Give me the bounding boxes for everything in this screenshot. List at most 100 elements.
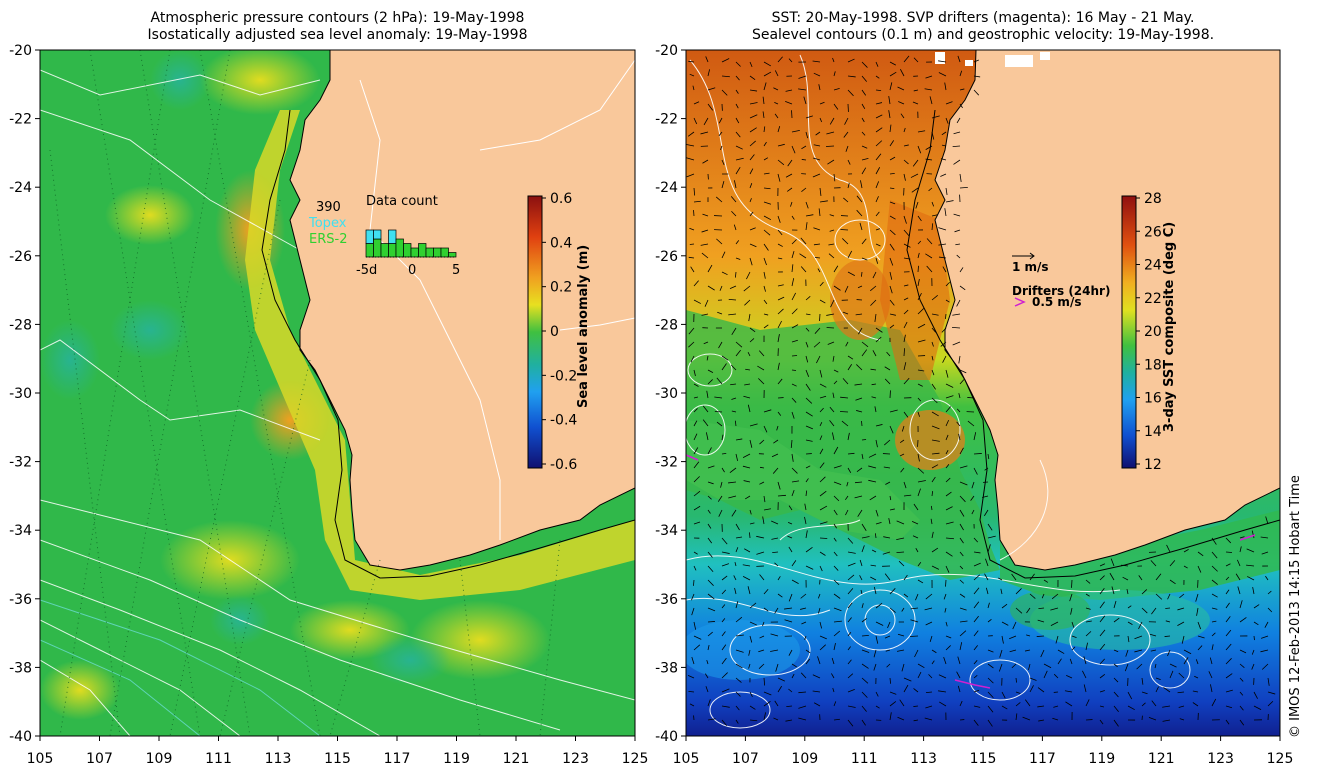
velocity-vector (791, 292, 797, 301)
velocity-vector (762, 96, 765, 105)
left-lat-tick: -34 (9, 523, 32, 539)
velocity-vector (827, 159, 835, 165)
velocity-vector (915, 201, 919, 209)
cloud-mask (935, 52, 1050, 67)
left-lat-tick: -36 (9, 592, 32, 608)
velocity-vector (749, 243, 757, 248)
velocity-vector (701, 252, 709, 259)
velocity-vector (788, 505, 793, 511)
velocity-vector (1225, 551, 1233, 553)
velocity-vector (743, 285, 751, 292)
velocity-vector (925, 158, 933, 161)
velocity-vector (973, 453, 982, 455)
velocity-vector (1066, 674, 1073, 679)
velocity-vector (763, 243, 769, 251)
velocity-vector (1099, 615, 1106, 623)
velocity-vector (959, 642, 963, 651)
velocity-vector (861, 603, 864, 609)
velocity-vector (1162, 719, 1171, 722)
velocity-vector (945, 645, 951, 651)
velocity-vector (925, 621, 933, 626)
velocity-vector (1110, 558, 1115, 567)
velocity-vector (819, 369, 823, 378)
velocity-vector (945, 200, 954, 203)
right-lon-tick: 119 (1088, 751, 1115, 767)
velocity-vector (1252, 586, 1255, 595)
velocity-vector (1001, 621, 1009, 626)
velocity-vector (884, 378, 891, 385)
velocity-vector (791, 264, 794, 273)
velocity-vector (987, 535, 996, 539)
velocity-vector (1211, 644, 1214, 651)
velocity-vector (833, 509, 838, 516)
right-shelf-contour (906, 109, 1280, 579)
velocity-vector (829, 214, 835, 217)
velocity-vector (798, 88, 807, 91)
velocity-vector (763, 271, 766, 279)
velocity-vector (773, 717, 779, 721)
velocity-vector (938, 72, 947, 77)
histogram-bar-ers2 (425, 247, 434, 258)
velocity-vector (973, 674, 978, 679)
velocity-vector (805, 530, 808, 539)
velocity-vector (805, 397, 813, 404)
velocity-vector (718, 117, 723, 124)
velocity-vector (801, 145, 807, 150)
velocity-vector (987, 719, 993, 727)
velocity-vector (749, 154, 755, 161)
velocity-vector (1022, 716, 1031, 721)
velocity-vector (817, 656, 821, 665)
velocity-vector (1225, 643, 1232, 651)
velocity-vector (788, 546, 793, 553)
velocity-vector (952, 326, 961, 329)
velocity-vector (1151, 700, 1157, 707)
velocity-vector (1121, 564, 1129, 567)
velocity-vector (728, 481, 737, 484)
velocity-vector (971, 509, 975, 515)
velocity-vector (805, 411, 813, 417)
velocity-vector (777, 593, 783, 598)
velocity-vector (1011, 663, 1017, 669)
velocity-vector (984, 573, 989, 581)
velocity-vector (1169, 579, 1176, 585)
velocity-vector (929, 635, 933, 643)
velocity-vector (875, 196, 879, 203)
velocity-vector (827, 341, 835, 345)
velocity-vector (959, 447, 964, 455)
velocity-vector (721, 705, 730, 708)
velocity-vector (1050, 621, 1059, 626)
velocity-vector (889, 324, 895, 329)
drifter-legend-arrow (1014, 297, 1026, 307)
velocity-vector (889, 313, 896, 316)
velocity-vector (1265, 516, 1269, 525)
left-lat-tick: -40 (9, 729, 32, 745)
velocity-vector (787, 159, 793, 167)
velocity-vector (883, 466, 891, 469)
velocity-vector (873, 586, 877, 595)
velocity-vector (818, 607, 821, 614)
velocity-vector (749, 183, 753, 189)
velocity-vector (1239, 649, 1247, 654)
velocity-vector (1082, 670, 1087, 679)
velocity-vector (931, 214, 938, 217)
velocity-vector (774, 700, 779, 707)
velocity-vector (861, 117, 865, 123)
velocity-vector (1122, 576, 1129, 581)
velocity-vector (828, 253, 835, 259)
velocity-vector (925, 593, 933, 600)
velocity-vector (785, 89, 793, 92)
copyright-notice: © IMOS 12-Feb-2013 14:15 Hobart Time (1288, 475, 1303, 738)
velocity-vector (721, 644, 727, 651)
velocity-vector (788, 649, 793, 656)
velocity-vector (1113, 677, 1119, 683)
velocity-vector (861, 453, 864, 460)
velocity-vector (758, 649, 765, 653)
velocity-vector (903, 684, 909, 693)
velocity-vector (700, 243, 709, 246)
velocity-vector (889, 201, 896, 205)
velocity-vector (1051, 593, 1059, 600)
velocity-vector (735, 649, 744, 653)
velocity-vector (861, 167, 867, 175)
velocity-vector (777, 378, 783, 385)
